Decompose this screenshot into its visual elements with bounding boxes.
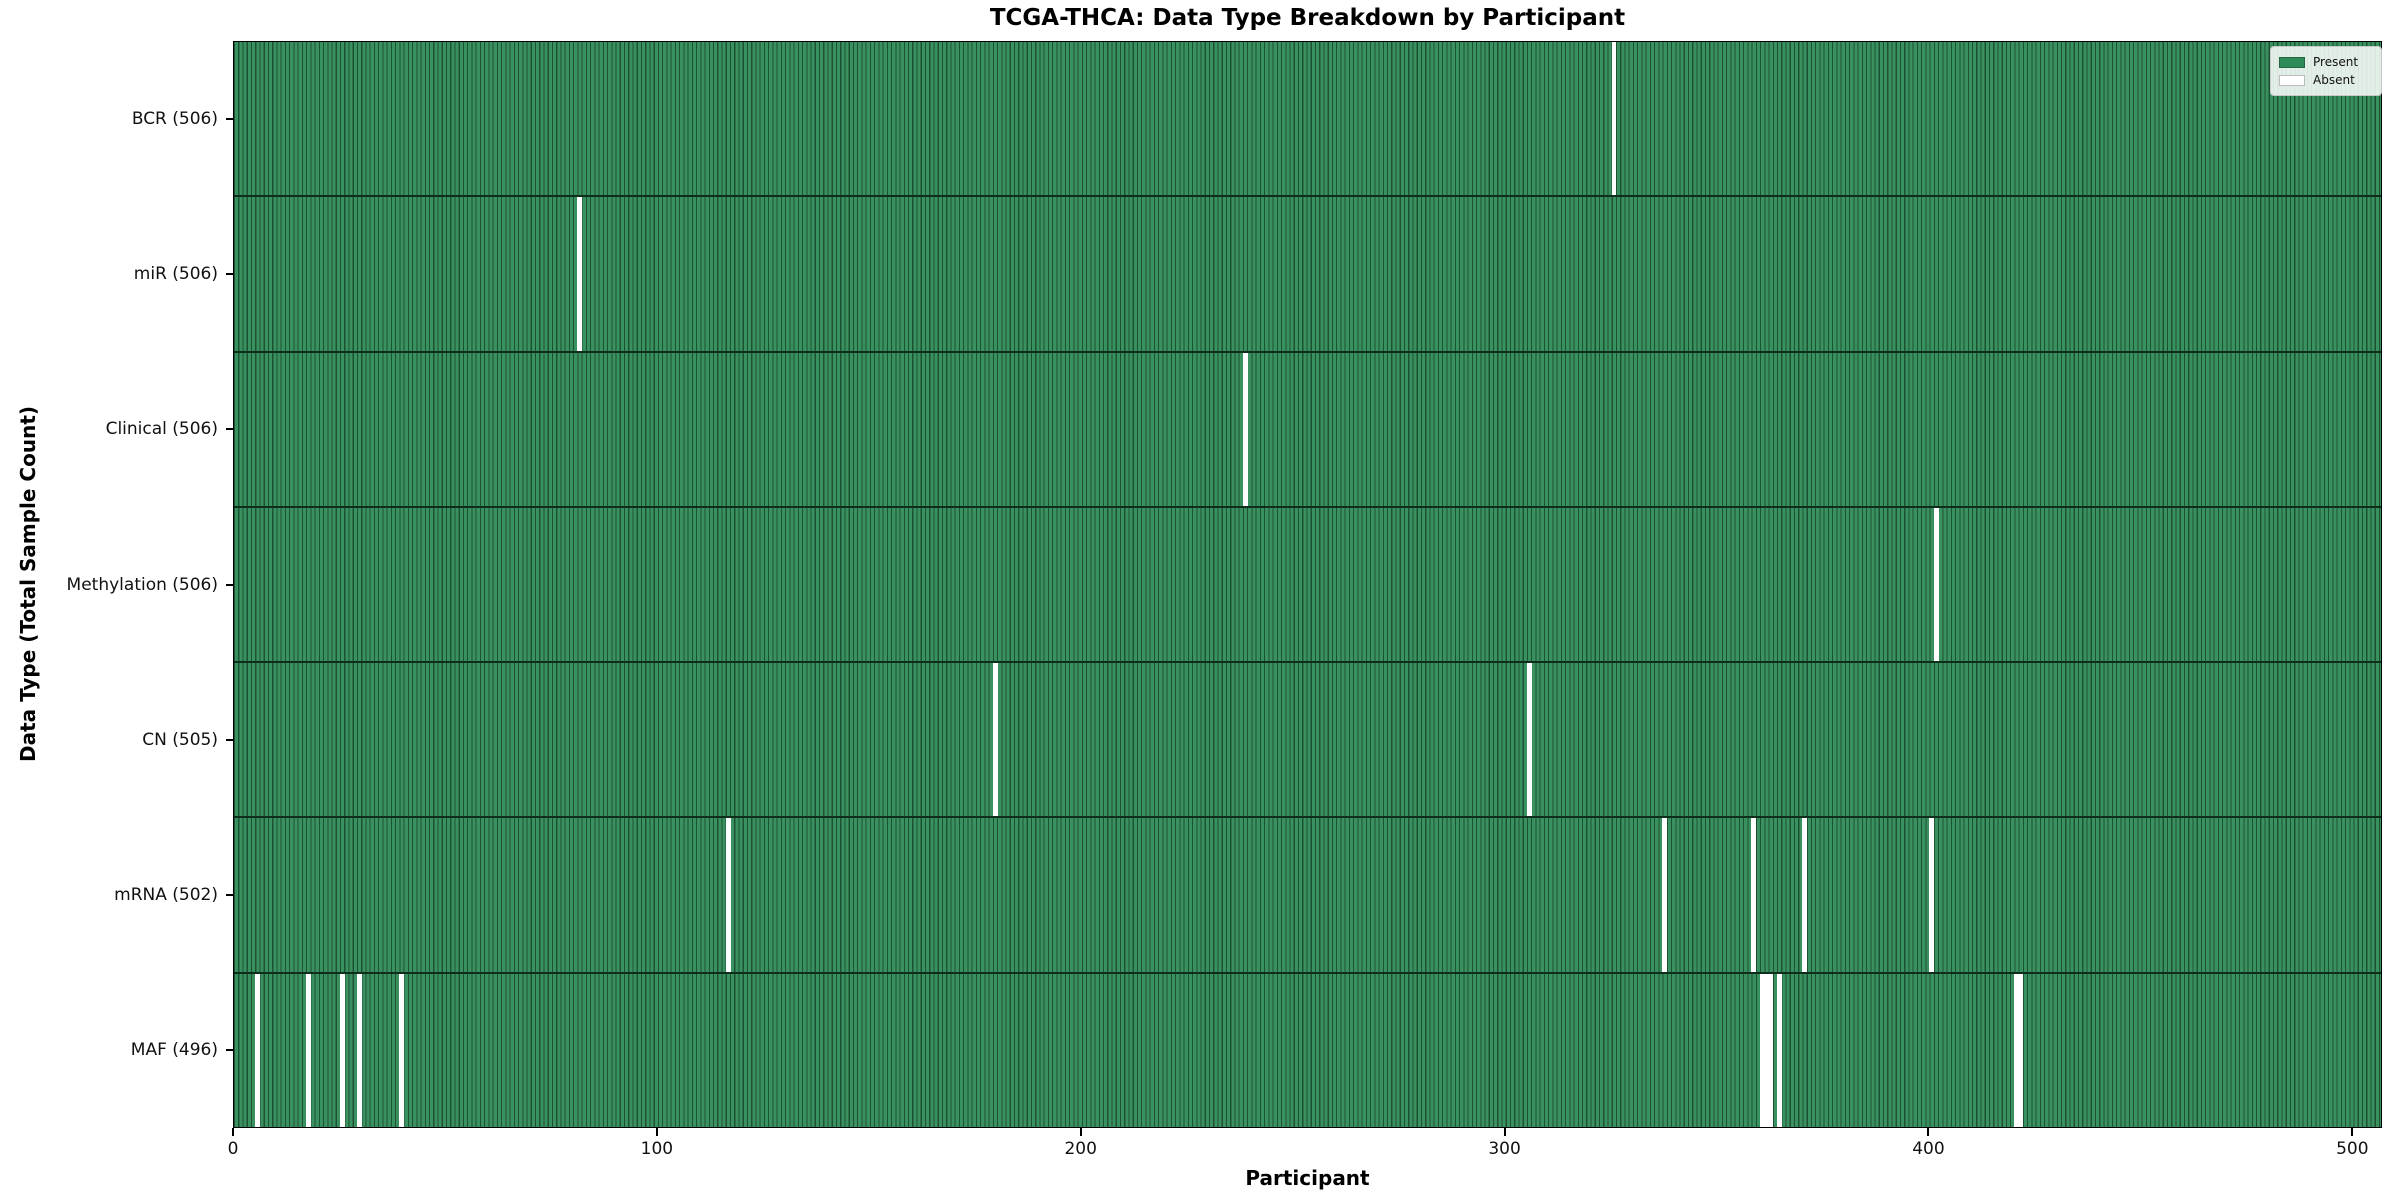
xtick-label-100: 100 (640, 1139, 674, 1159)
legend: Present Absent (2270, 46, 2382, 96)
ytick-mark (226, 583, 233, 586)
row-maf (234, 973, 2381, 1127)
ytick-mark (226, 1049, 233, 1052)
absent-stripe-mir-81 (577, 197, 583, 351)
absent-stripe-maf-5 (255, 973, 261, 1127)
ytick-label-maf: MAF (496) (130, 1040, 218, 1061)
xtick-label-200: 200 (1064, 1139, 1097, 1159)
ytick-label-mir: miR (506) (133, 263, 218, 284)
legend-label-present: Present (2313, 55, 2359, 69)
absent-stripe-methylation-401 (1933, 507, 1939, 662)
xtick-mark (1503, 1128, 1506, 1136)
absent-stripe-cn-179 (992, 663, 998, 817)
xtick-mark (655, 1128, 658, 1136)
row-mir (234, 197, 2381, 353)
xtick-mark (1079, 1128, 1082, 1136)
absent-stripe-bcr-325 (1611, 42, 1617, 196)
ytick-label-bcr: BCR (506) (131, 108, 218, 129)
absent-stripe-maf-25 (339, 973, 345, 1127)
absent-stripe-maf-39 (399, 973, 405, 1127)
ytick-mark (226, 894, 233, 897)
row-methylation (234, 507, 2381, 664)
absent-stripe-maf-364 (1776, 973, 1782, 1127)
absent-stripe-maf-362 (1768, 973, 1774, 1127)
row-mrna (234, 818, 2381, 974)
absent-stripe-maf-421 (2018, 973, 2024, 1127)
absent-stripe-maf-29 (356, 973, 362, 1127)
absent-stripe-mrna-400 (1929, 818, 1935, 972)
ytick-label-methylation: Methylation (506) (66, 574, 218, 595)
absent-stripe-cn-305 (1526, 663, 1532, 817)
row-clinical (234, 352, 2381, 508)
absent-stripe-maf-17 (306, 973, 311, 1127)
absent-stripe-mrna-337 (1662, 818, 1668, 972)
ytick-mark (226, 428, 233, 431)
absent-stripe-mrna-358 (1751, 818, 1757, 972)
xtick-label-500: 500 (2336, 1139, 2369, 1159)
chart-title: TCGA-THCA: Data Type Breakdown by Partic… (989, 5, 1626, 31)
legend-entry-absent: Absent (2279, 71, 2373, 89)
ytick-mark (226, 738, 233, 741)
ytick-mark (226, 117, 233, 120)
xtick-label-0: 0 (227, 1139, 239, 1159)
ytick-label-mrna: mRNA (502) (114, 885, 218, 906)
x-axis-title: Participant (1245, 1166, 1370, 1190)
xtick-mark (1927, 1128, 1930, 1136)
xtick-mark (2351, 1128, 2354, 1136)
xtick-label-400: 400 (1912, 1139, 1945, 1159)
xtick-mark (232, 1128, 234, 1136)
xtick-label-300: 300 (1488, 1139, 1521, 1159)
absent-stripe-mrna-116 (725, 818, 731, 972)
absent-stripe-maf-361 (1764, 973, 1769, 1127)
ytick-label-cn: CN (505) (142, 729, 218, 750)
legend-label-absent: Absent (2313, 73, 2355, 87)
absent-stripe-mrna-370 (1802, 818, 1808, 972)
row-bcr (234, 42, 2381, 198)
legend-entry-present: Present (2279, 53, 2373, 71)
ytick-label-clinical: Clinical (506) (105, 419, 218, 440)
absent-stripe-maf-360 (1759, 973, 1765, 1127)
plot-area (233, 41, 2382, 1128)
absent-stripe-clinical-238 (1242, 352, 1248, 506)
absent-swatch-icon (2279, 74, 2305, 86)
ytick-mark (226, 272, 233, 275)
absent-stripe-maf-420 (2014, 973, 2020, 1127)
row-cn (234, 663, 2381, 819)
present-swatch-icon (2279, 56, 2305, 68)
